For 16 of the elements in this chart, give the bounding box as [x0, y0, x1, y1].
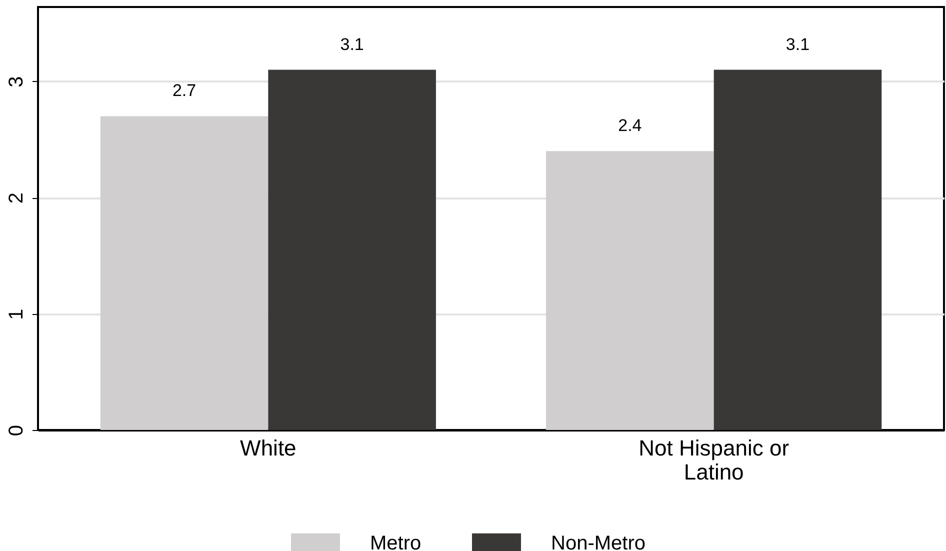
- y-tick-label: 0: [6, 424, 28, 436]
- y-tick-label: 2: [6, 192, 28, 204]
- data-label: 3.1: [786, 34, 810, 54]
- y-tick-label: 3: [6, 76, 28, 88]
- bar: [100, 116, 268, 430]
- bar: [714, 70, 882, 430]
- x-tick-label: White: [240, 436, 296, 460]
- data-label: 2.4: [618, 116, 642, 136]
- data-label: 2.7: [172, 81, 196, 100]
- legend-label: Metro: [370, 532, 422, 551]
- y-tick-label: 1: [6, 308, 28, 320]
- bar: [268, 70, 436, 430]
- x-tick-label: Not Hispanic or Latino: [638, 436, 790, 484]
- legend-label: Non-Metro: [551, 532, 646, 551]
- bar: [546, 151, 714, 430]
- data-label: 3.1: [340, 34, 364, 54]
